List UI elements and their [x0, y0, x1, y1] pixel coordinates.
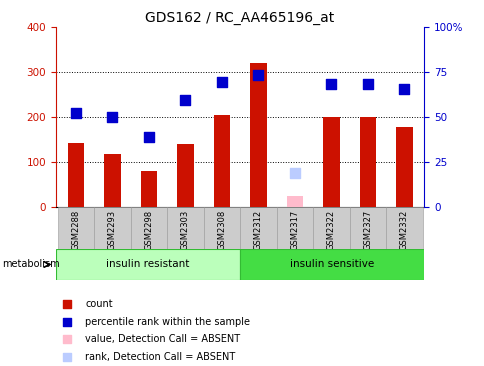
Bar [203, 207, 240, 249]
Point [254, 72, 262, 78]
Bar [58, 207, 94, 249]
Text: GSM2298: GSM2298 [144, 210, 153, 250]
Text: insulin sensitive: insulin sensitive [289, 259, 374, 269]
Text: GSM2332: GSM2332 [399, 210, 408, 250]
Point [108, 114, 116, 120]
Text: GSM2288: GSM2288 [71, 210, 80, 250]
Text: insulin resistant: insulin resistant [106, 259, 189, 269]
Bar [240, 207, 276, 249]
Bar [177, 144, 193, 207]
Text: GSM2308: GSM2308 [217, 210, 226, 250]
Text: value, Detection Call = ABSENT: value, Detection Call = ABSENT [85, 334, 240, 344]
Point [290, 170, 298, 176]
Point [63, 354, 71, 359]
Bar [213, 115, 229, 207]
Bar [322, 117, 339, 207]
Bar [94, 207, 130, 249]
Text: percentile rank within the sample: percentile rank within the sample [85, 317, 250, 327]
Point [363, 82, 371, 87]
Bar [250, 63, 266, 207]
Text: GSM2303: GSM2303 [181, 210, 189, 250]
Point [400, 86, 408, 92]
Bar [56, 249, 240, 280]
Bar [276, 207, 312, 249]
Bar [349, 207, 385, 249]
Text: GSM2312: GSM2312 [253, 210, 262, 250]
Point [327, 82, 334, 87]
Bar [385, 207, 422, 249]
Text: GSM2317: GSM2317 [290, 210, 299, 250]
Point [145, 134, 152, 140]
Point [217, 79, 225, 85]
Bar [104, 154, 121, 207]
Title: GDS162 / RC_AA465196_at: GDS162 / RC_AA465196_at [145, 11, 334, 25]
Bar [286, 195, 302, 207]
Point [63, 319, 71, 325]
Text: metabolism: metabolism [2, 259, 60, 269]
Bar [359, 117, 375, 207]
Bar [130, 207, 167, 249]
Point [63, 301, 71, 307]
Text: GSM2322: GSM2322 [326, 210, 335, 250]
Point [63, 336, 71, 342]
Point [72, 110, 79, 116]
Point [181, 97, 189, 103]
Text: GSM2293: GSM2293 [107, 210, 117, 250]
Bar [167, 207, 203, 249]
Bar [240, 249, 424, 280]
Text: count: count [85, 299, 113, 309]
Text: GSM2327: GSM2327 [363, 210, 372, 250]
Bar [312, 207, 349, 249]
Bar [67, 143, 84, 207]
Bar [140, 171, 157, 207]
Bar [395, 127, 412, 207]
Text: rank, Detection Call = ABSENT: rank, Detection Call = ABSENT [85, 352, 235, 362]
